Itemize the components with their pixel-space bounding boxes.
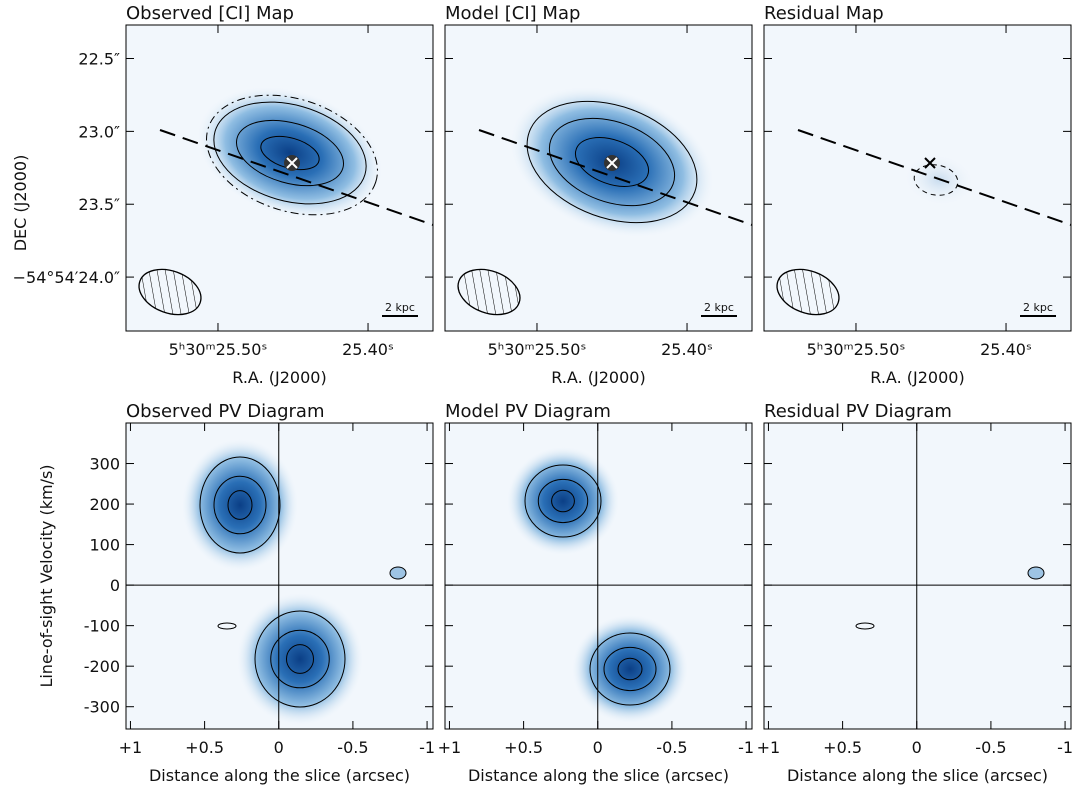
y-tick-label: -300 (84, 698, 120, 717)
y-tick-label: 22.5″ (78, 50, 120, 69)
x-tick-label: 25.40ˢ (661, 340, 713, 359)
y-tick-label: 23.0″ (78, 122, 120, 141)
x-tick-label: -1 (419, 738, 435, 757)
x-tick-label: -1 (1057, 738, 1073, 757)
panel: 2 kpc Observed [CI] Map 5ʰ30ᵐ25.50ˢ 25.40ˢ 2… (11, 3, 436, 387)
x-tick-label: 0 (593, 738, 603, 757)
y-axis-label: Line-of-sight Velocity (km/s) (37, 464, 56, 687)
contour (390, 567, 406, 579)
panel-title: Observed PV Diagram (126, 401, 325, 422)
x-tick-label: +0.5 (185, 738, 224, 757)
panel-title: Residual PV Diagram (764, 401, 952, 422)
emission (182, 439, 298, 571)
panel: 2 kpc Residual Map 5ʰ30ᵐ25.50ˢ 25.40ˢ R.A. (… (764, 3, 1073, 387)
scale-bar-label: 2 kpc (1023, 301, 1053, 314)
contour (1028, 567, 1044, 579)
x-tick-label: 5ʰ30ᵐ25.50ˢ (488, 340, 587, 359)
x-tick-label: -0.5 (337, 738, 368, 757)
panel-title: Model [CI] Map (445, 3, 580, 24)
x-tick-label: -0.5 (656, 738, 687, 757)
panel: Model PV Diagram +1 +0.5 0 -0.5 -1 Distance al… (438, 401, 754, 785)
x-axis-label: Distance along the slice (arcsec) (149, 766, 410, 785)
panel-title: Residual Map (764, 3, 884, 24)
panel: 2 kpc Model [CI] Map 5ʰ30ᵐ25.50ˢ 25.40ˢ R.A.… (445, 3, 755, 387)
x-axis-label: R.A. (J2000) (870, 368, 964, 387)
x-tick-label: 25.40ˢ (980, 340, 1032, 359)
y-tick-label: 0 (110, 576, 120, 595)
x-tick-label: +0.5 (823, 738, 862, 757)
y-tick-label: 200 (89, 495, 120, 514)
x-tick-label: 25.40ˢ (342, 340, 394, 359)
x-tick-label: -1 (738, 738, 754, 757)
panel-background (764, 423, 1071, 729)
x-tick-label: +1 (757, 738, 781, 757)
y-tick-label: −54°54′24.0″ (13, 268, 120, 287)
x-axis-label: Distance along the slice (arcsec) (787, 766, 1048, 785)
panel: Residual PV Diagram +1 +0.5 0 -0.5 -1 Distance… (757, 401, 1073, 785)
panel-title: Model PV Diagram (445, 401, 611, 422)
scale-bar-label: 2 kpc (704, 301, 734, 314)
emission (572, 615, 688, 723)
x-tick-label: 0 (274, 738, 284, 757)
y-tick-label: 23.5″ (78, 195, 120, 214)
x-tick-label: +1 (438, 738, 462, 757)
emission (237, 593, 363, 725)
y-tick-label: -100 (84, 617, 120, 636)
panel: Observed PV Diagram +1 +0.5 0 -0.5 -1 300 200 10… (37, 401, 435, 785)
x-tick-label: -0.5 (975, 738, 1006, 757)
x-axis-label: R.A. (J2000) (551, 368, 645, 387)
x-tick-label: 5ʰ30ᵐ25.50ˢ (169, 340, 268, 359)
y-tick-label: 100 (89, 536, 120, 555)
y-tick-label: -200 (84, 657, 120, 676)
panel-title: Observed [CI] Map (126, 3, 294, 24)
x-axis-label: R.A. (J2000) (232, 368, 326, 387)
x-tick-label: 5ʰ30ᵐ25.50ˢ (807, 340, 906, 359)
y-tick-label: 300 (89, 455, 120, 474)
x-tick-label: 0 (912, 738, 922, 757)
scale-bar-label: 2 kpc (385, 301, 415, 314)
x-axis-label: Distance along the slice (arcsec) (468, 766, 729, 785)
emission (507, 447, 619, 555)
x-tick-label: +0.5 (504, 738, 543, 757)
figure: 2 kpcObserved [CI] Map5ʰ30ᵐ25.50ˢ25.40ˢ2… (0, 0, 1073, 792)
x-tick-label: +1 (119, 738, 143, 757)
y-axis-label: DEC (J2000) (11, 155, 30, 252)
